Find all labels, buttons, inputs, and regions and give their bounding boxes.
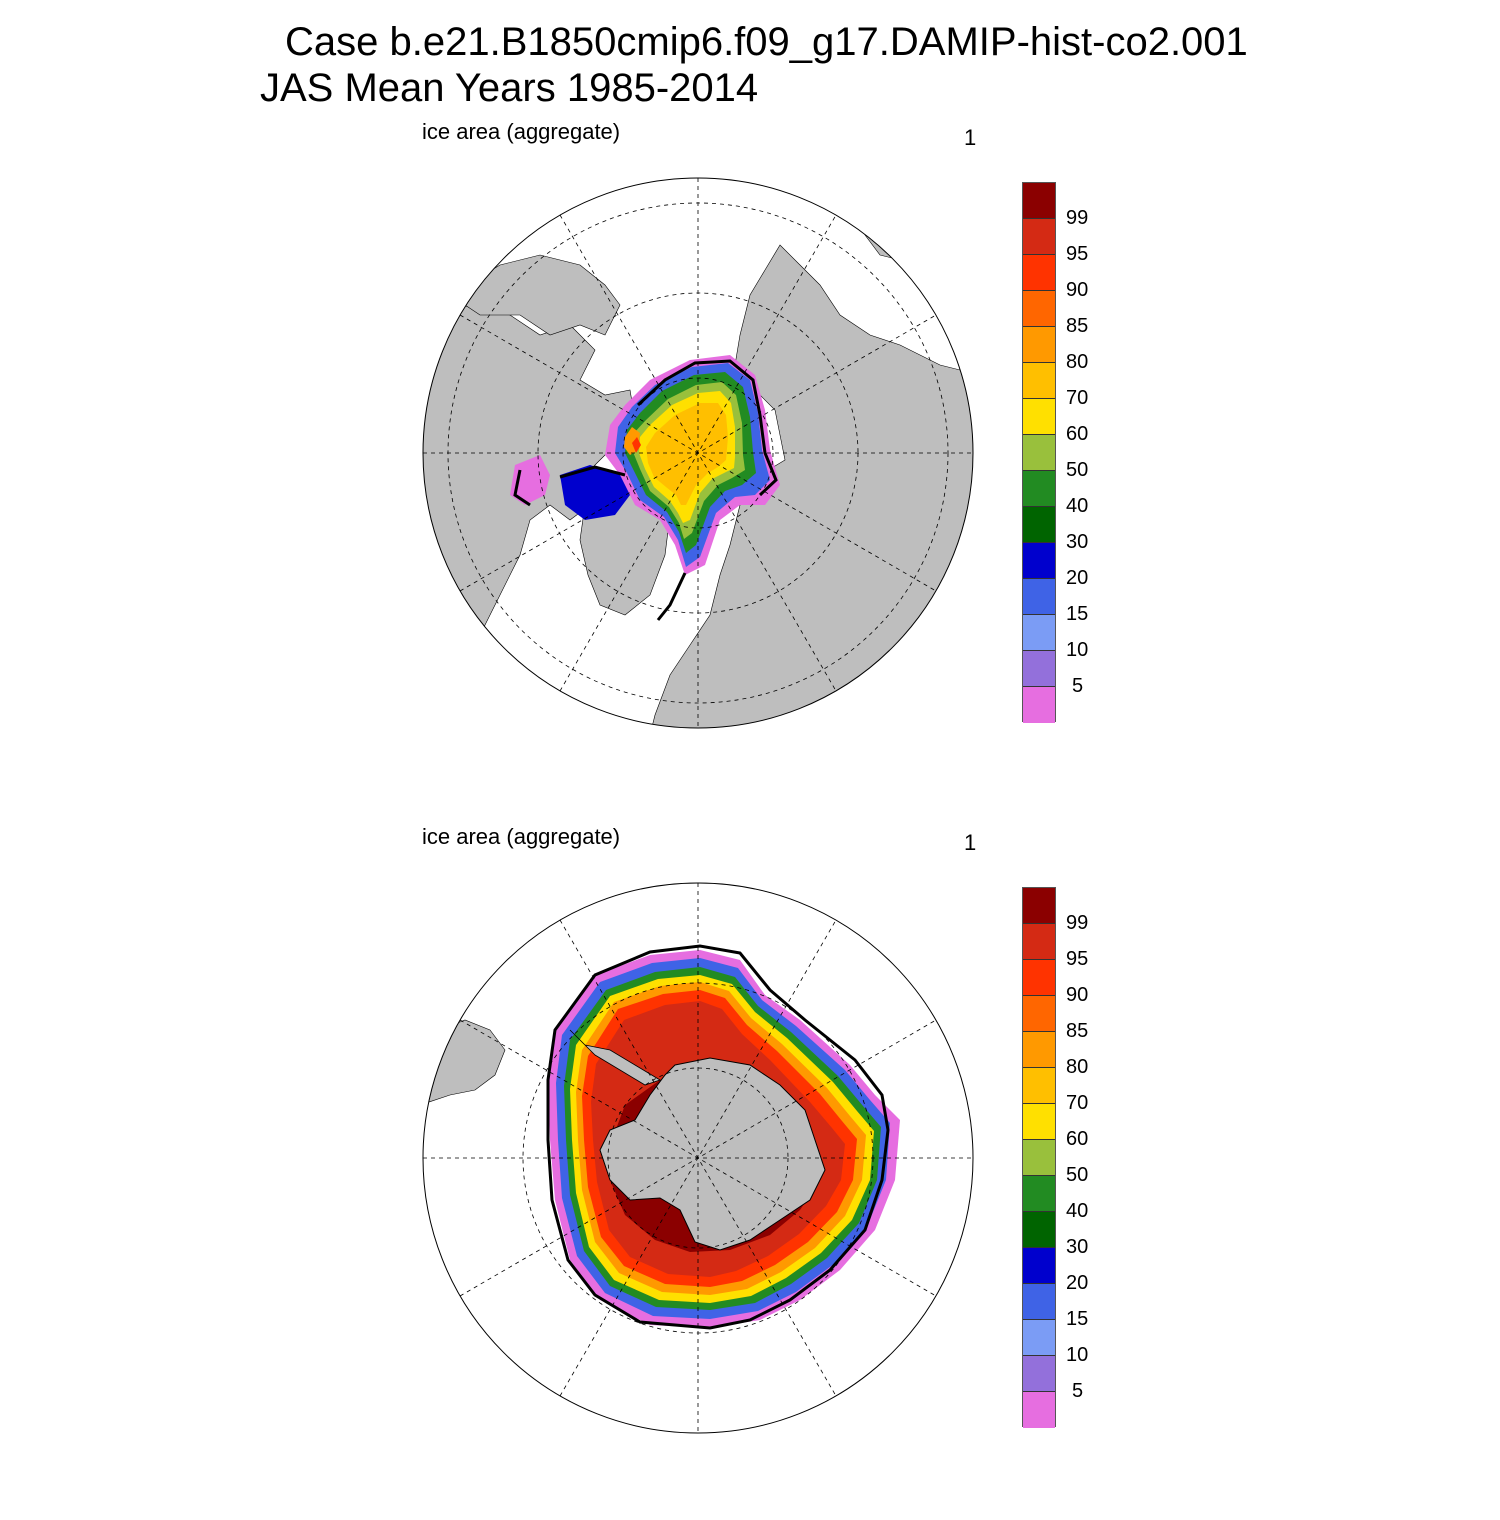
arctic-colorbar-box — [1022, 182, 1056, 723]
arctic-ice-red-patch — [632, 437, 641, 453]
arctic-panel-number: 1 — [964, 125, 977, 150]
colorbar-tick-label: 70 — [1066, 387, 1089, 409]
arctic-colorbar: 99 95 90 85 80 70 60 50 40 30 20 15 10 5 — [1022, 182, 1142, 727]
colorbar-tick-label: 90 — [1066, 984, 1089, 1006]
antarctic-variable-label: ice area (aggregate) — [422, 824, 621, 849]
colorbar-swatch — [1023, 888, 1055, 924]
colorbar-swatch — [1023, 363, 1055, 399]
colorbar-tick-label: 30 — [1066, 531, 1089, 553]
colorbar-swatch — [1023, 435, 1055, 471]
colorbar-tick-label: 95 — [1066, 243, 1089, 265]
antarctic-landmass-peninsula — [569, 1029, 661, 1086]
arctic-ice-hudson-pink — [510, 455, 550, 505]
colorbar-tick-label: 10 — [1066, 639, 1089, 661]
arctic-variable-label: ice area (aggregate) — [422, 119, 621, 144]
figure-title-line1: Case b.e21.B1850cmip6.f09_g17.DAMIP-hist… — [285, 20, 1248, 64]
colorbar-tick-label: 20 — [1066, 567, 1089, 589]
colorbar-swatch — [1023, 924, 1055, 960]
colorbar-swatch — [1023, 1140, 1055, 1176]
colorbar-swatch — [1023, 1212, 1055, 1248]
antarctic-map-border — [422, 882, 974, 1434]
colorbar-swatch — [1023, 687, 1055, 723]
colorbar-tick-label: 99 — [1066, 207, 1089, 229]
colorbar-swatch — [1023, 255, 1055, 291]
colorbar-swatch — [1023, 579, 1055, 615]
colorbar-swatch — [1023, 615, 1055, 651]
colorbar-tick-label: 5 — [1072, 1380, 1084, 1402]
colorbar-swatch — [1023, 399, 1055, 435]
colorbar-swatch — [1023, 183, 1055, 219]
colorbar-tick-label: 85 — [1066, 315, 1089, 337]
colorbar-tick-label: 50 — [1066, 1164, 1089, 1186]
antarctic-colorbar: 99 95 90 85 80 70 60 50 40 30 20 15 10 5 — [1022, 887, 1142, 1432]
colorbar-swatch — [1023, 1068, 1055, 1104]
colorbar-tick-label: 15 — [1066, 603, 1089, 625]
colorbar-swatch — [1023, 327, 1055, 363]
colorbar-swatch — [1023, 219, 1055, 255]
colorbar-swatch — [1023, 291, 1055, 327]
colorbar-tick-label: 95 — [1066, 948, 1089, 970]
colorbar-swatch — [1023, 1104, 1055, 1140]
colorbar-tick-label: 70 — [1066, 1092, 1089, 1114]
colorbar-tick-label: 85 — [1066, 1020, 1089, 1042]
antarctic-panel: ice area (aggregate) 1 — [0, 820, 1500, 1520]
colorbar-tick-label: 80 — [1066, 351, 1089, 373]
colorbar-tick-label: 20 — [1066, 1272, 1089, 1294]
antarctic-polar-map — [422, 882, 974, 1434]
antarctic-panel-number: 1 — [964, 830, 977, 855]
colorbar-swatch — [1023, 1176, 1055, 1212]
colorbar-tick-label: 40 — [1066, 495, 1089, 517]
colorbar-tick-label: 60 — [1066, 1128, 1089, 1150]
arctic-graticule — [423, 178, 973, 728]
arctic-polar-map — [422, 177, 974, 729]
colorbar-swatch — [1023, 996, 1055, 1032]
antarctic-observed-ice-edge — [546, 944, 890, 1330]
colorbar-tick-label: 15 — [1066, 1308, 1089, 1330]
colorbar-tick-label: 10 — [1066, 1344, 1089, 1366]
antarctic-colorbar-box — [1022, 887, 1056, 1428]
colorbar-tick-label: 40 — [1066, 1200, 1089, 1222]
colorbar-swatch — [1023, 1356, 1055, 1392]
colorbar-swatch — [1023, 1320, 1055, 1356]
colorbar-swatch — [1023, 1032, 1055, 1068]
colorbar-swatch — [1023, 960, 1055, 996]
colorbar-tick-label: 80 — [1066, 1056, 1089, 1078]
colorbar-swatch — [1023, 1392, 1055, 1428]
colorbar-tick-label: 50 — [1066, 459, 1089, 481]
colorbar-tick-label: 90 — [1066, 279, 1089, 301]
colorbar-swatch — [1023, 651, 1055, 687]
arctic-landmass-eurasia — [649, 244, 973, 728]
antarctic-graticule — [423, 883, 973, 1433]
colorbar-tick-label: 30 — [1066, 1236, 1089, 1258]
colorbar-tick-label: 60 — [1066, 423, 1089, 445]
figure-title-line2: JAS Mean Years 1985-2014 — [260, 66, 759, 110]
arctic-map-border — [422, 177, 974, 729]
colorbar-swatch — [1023, 1284, 1055, 1320]
antarctic-landmass-antarctica — [599, 1057, 826, 1251]
colorbar-swatch — [1023, 471, 1055, 507]
arctic-ice-amber-band — [646, 403, 728, 505]
colorbar-tick-label: 99 — [1066, 912, 1089, 934]
arctic-landmass-alaska — [449, 254, 621, 336]
arctic-observed-ice-edge — [513, 359, 778, 621]
arctic-ice-hudson-blue — [560, 465, 630, 520]
colorbar-swatch — [1023, 1248, 1055, 1284]
colorbar-swatch — [1023, 507, 1055, 543]
colorbar-tick-label: 5 — [1072, 675, 1084, 697]
arctic-panel: ice area (aggregate) 1 — [0, 115, 1500, 815]
colorbar-swatch — [1023, 543, 1055, 579]
